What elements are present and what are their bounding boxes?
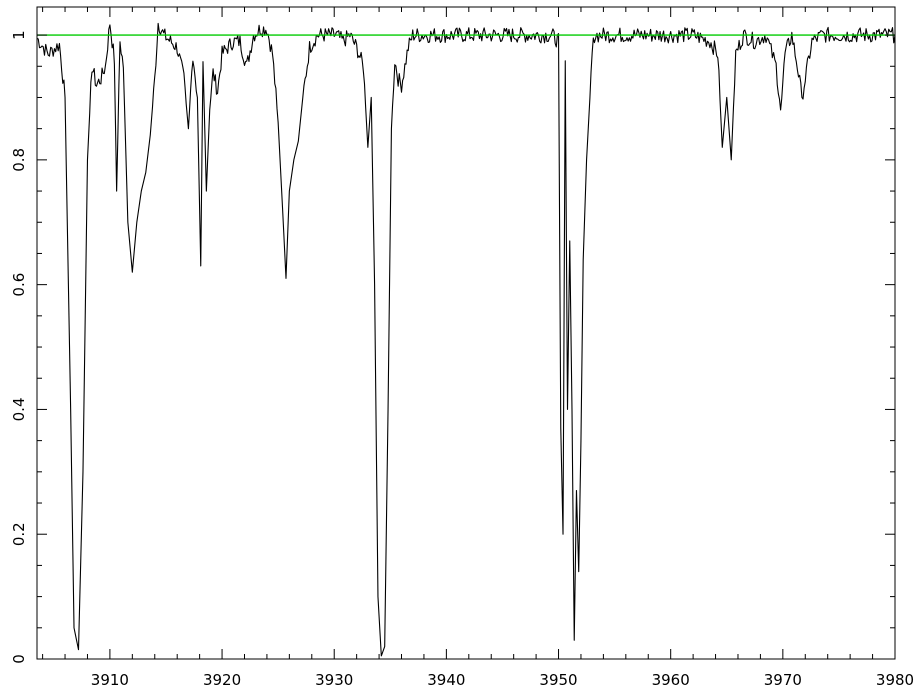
x-tick-label: 3910 <box>91 671 129 689</box>
x-tick-label: 3940 <box>427 671 465 689</box>
plot-frame <box>36 6 896 660</box>
x-tick-label: 3920 <box>203 671 241 689</box>
x-tick-label: 3930 <box>315 671 353 689</box>
x-tick-label: 3950 <box>539 671 577 689</box>
y-tick-label: 0.4 <box>10 398 28 422</box>
y-tick-label: 0 <box>10 654 28 664</box>
y-tick-label: 0.2 <box>10 522 28 546</box>
axis-tick-labels: 3910 3920 3930 3940 3950 3960 3970 3980 0 0.2 0.4 0… <box>10 30 914 689</box>
spectrum-line <box>36 22 896 657</box>
y-tick-label: 1 <box>10 30 28 40</box>
x-tick-label: 3970 <box>764 671 802 689</box>
axis-ticks <box>37 7 896 660</box>
x-tick-label: 3960 <box>652 671 690 689</box>
y-tick-label: 0.8 <box>10 148 28 172</box>
plot-area <box>36 22 896 657</box>
x-tick-label: 3980 <box>876 671 914 689</box>
y-tick-label: 0.6 <box>10 273 28 297</box>
